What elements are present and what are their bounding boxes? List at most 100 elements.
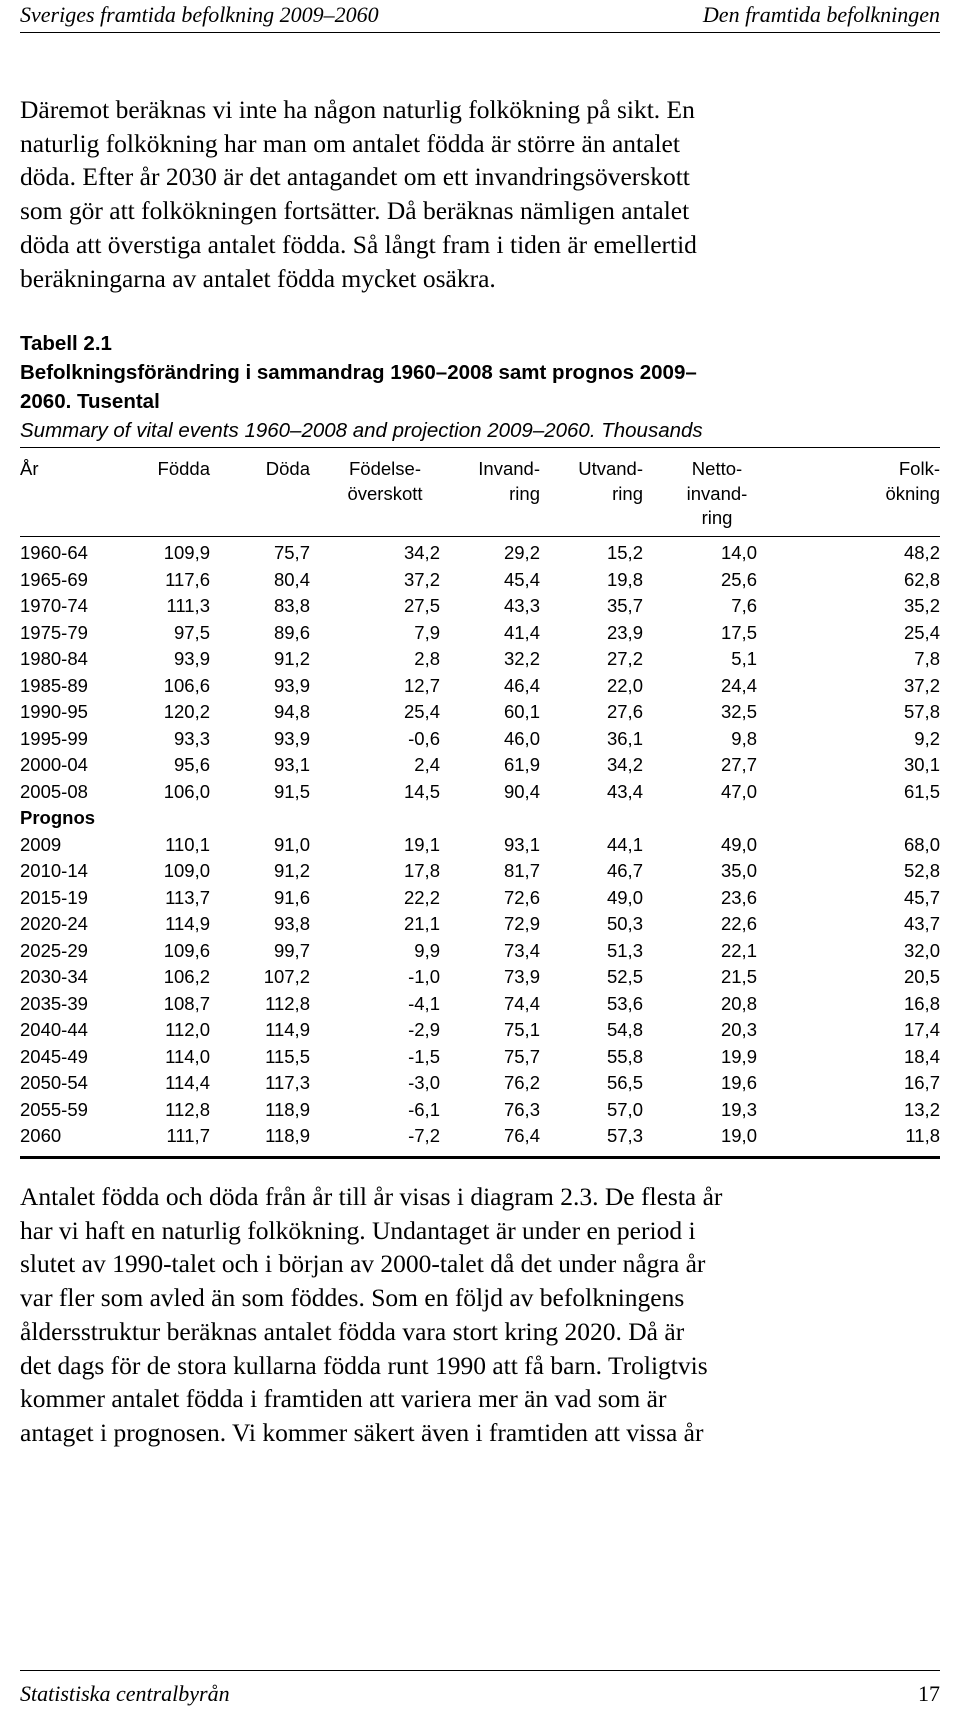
value-cell: 118,9 (265, 1125, 310, 1146)
paragraph-line: slutet av 1990-talet och i början av 200… (20, 1249, 706, 1279)
table-title-line: Befolkningsförändring i sammandrag 1960–… (20, 361, 697, 384)
paragraph-line: beräkningarna av antalet födda mycket os… (20, 263, 496, 293)
value-cell: 29,2 (503, 542, 540, 563)
paragraph-line: Däremot beräknas vi inte ha någon naturl… (20, 95, 695, 124)
value-cell: 93,9 (273, 674, 310, 696)
value-cell: 91,6 (273, 886, 310, 908)
period-cell: 1980-84 (20, 648, 88, 669)
value-cell: 16,8 (903, 992, 940, 1014)
period-cell: 1990-95 (20, 701, 88, 722)
value-cell: 27,2 (606, 648, 643, 669)
value-cell: 22,2 (403, 886, 440, 908)
value-cell: 55,8 (606, 1045, 643, 1067)
value-cell: 109,9 (163, 542, 210, 563)
table-row: 1970-74 111,3 83,8 27,5 43,3 35,7 7,6 35,2 (20, 593, 940, 620)
value-cell: 112,8 (165, 1098, 210, 1120)
value-cell: -4,1 (408, 992, 440, 1014)
value-cell: 89,6 (273, 621, 310, 643)
table-row: 1975-79 97,5 89,6 7,9 41,4 23,9 17,5 25,4 (20, 620, 940, 647)
value-cell: 36,1 (606, 727, 643, 749)
period-cell: 2035-39 (20, 992, 88, 1014)
value-cell: 27,6 (606, 701, 643, 722)
table-body: 1960-64 109,9 75,7 34,2 29,2 15,2 14,0 48,2 1965… (20, 540, 940, 1150)
period-cell: 1985-89 (20, 674, 88, 696)
value-cell: 80,4 (273, 568, 310, 590)
value-cell: 9,2 (914, 727, 940, 749)
paragraph-line: har vi haft en naturlig folkökning. Unda… (20, 1215, 696, 1245)
value-cell: 46,4 (503, 674, 540, 696)
period-cell: 2040-44 (20, 1019, 88, 1040)
value-cell: -0,6 (408, 727, 440, 749)
table-title-line: 2060. Tusental (20, 390, 160, 413)
table-row: 2025-29 109,6 99,7 9,9 73,4 51,3 22,1 32,0 (20, 938, 940, 965)
value-cell: 46,7 (606, 860, 643, 881)
period-cell: 1960-64 (20, 542, 88, 563)
value-cell: 76,2 (503, 1072, 540, 1093)
value-cell: 97,5 (173, 621, 210, 643)
footer-publisher: Statistiska centralbyrån (20, 1681, 230, 1706)
value-cell: 24,4 (720, 674, 757, 696)
table-row: 2050-54 114,4 117,3 -3,0 76,2 56,5 19,6 16,7 (20, 1070, 940, 1097)
period-cell: 2045-49 (20, 1045, 88, 1067)
value-cell: 17,8 (403, 860, 440, 881)
value-cell: 95,6 (173, 754, 210, 775)
value-cell: 32,0 (903, 939, 940, 961)
paragraph-line: naturlig folkökning har man om antalet f… (20, 128, 680, 158)
header-emigration: Utvand- ring (578, 458, 643, 504)
page-footer: Statistiska centralbyrån 17 (20, 1670, 940, 1711)
value-cell: 50,3 (606, 913, 643, 934)
period-cell: 2060 (20, 1125, 62, 1146)
value-cell: 45,7 (903, 886, 940, 908)
value-cell: 2,8 (414, 648, 440, 669)
value-cell: 23,9 (606, 621, 643, 643)
table-row: 2020-24 114,9 93,8 21,1 72,9 50,3 22,6 43,7 (20, 911, 940, 938)
value-cell: 22,1 (720, 939, 757, 961)
value-cell: 61,5 (903, 780, 940, 802)
value-cell: -1,5 (408, 1045, 440, 1067)
value-cell: 37,2 (903, 674, 940, 696)
value-cell: 35,2 (903, 595, 940, 616)
value-cell: 107,2 (263, 966, 310, 987)
value-cell: 43,7 (903, 913, 940, 934)
period-cell: 2020-24 (20, 913, 88, 934)
value-cell: 5,1 (731, 648, 757, 669)
running-header: Sveriges framtida befolkning 2009–2060 D… (20, 2, 940, 33)
period-cell: 1975-79 (20, 621, 88, 643)
value-cell: 117,3 (265, 1072, 310, 1093)
value-cell: 114,0 (165, 1045, 210, 1067)
value-cell: 25,4 (403, 701, 440, 722)
value-cell: 20,8 (720, 992, 757, 1014)
period-cell: 1970-74 (20, 595, 88, 616)
value-cell: 57,0 (606, 1098, 643, 1120)
value-cell: 22,0 (606, 674, 643, 696)
table-bottom-rule (20, 1155, 940, 1159)
value-cell: 68,0 (903, 833, 940, 855)
value-cell: 17,5 (720, 621, 757, 643)
value-cell: 115,5 (265, 1045, 310, 1067)
value-cell: 51,3 (606, 939, 643, 961)
value-cell: 32,2 (503, 648, 540, 669)
value-cell: 93,8 (273, 913, 310, 934)
value-cell: 72,9 (503, 913, 540, 934)
value-cell: 19,9 (720, 1045, 757, 1067)
period-cell: 2010-14 (20, 860, 88, 881)
value-cell: 49,0 (606, 886, 643, 908)
value-cell: 34,2 (403, 542, 440, 563)
value-cell: 11,8 (905, 1125, 940, 1146)
value-cell: 90,4 (503, 780, 540, 802)
paragraph-line: kommer antalet födda i framtiden att var… (20, 1384, 667, 1414)
value-cell: 37,2 (403, 568, 440, 590)
value-cell: 7,6 (731, 595, 757, 616)
value-cell: 44,1 (606, 833, 643, 855)
table-row: 1980-84 93,9 91,2 2,8 32,2 27,2 5,1 7,8 (20, 646, 940, 673)
paragraph-line: Antalet födda och döda från år till år v… (20, 1182, 723, 1211)
paragraph-line: åldersstruktur beräknas antalet födda va… (20, 1316, 685, 1346)
value-cell: 35,0 (720, 860, 757, 881)
value-cell: 17,4 (903, 1019, 940, 1040)
value-cell: 45,4 (503, 568, 540, 590)
value-cell: 109,0 (163, 860, 210, 881)
table-row: 2060 111,7 118,9 -7,2 76,4 57,3 19,0 11,8 (20, 1123, 940, 1150)
table-row: 2040-44 112,0 114,9 -2,9 75,1 54,8 20,3 17,4 (20, 1017, 940, 1044)
value-cell: 73,4 (503, 939, 540, 961)
